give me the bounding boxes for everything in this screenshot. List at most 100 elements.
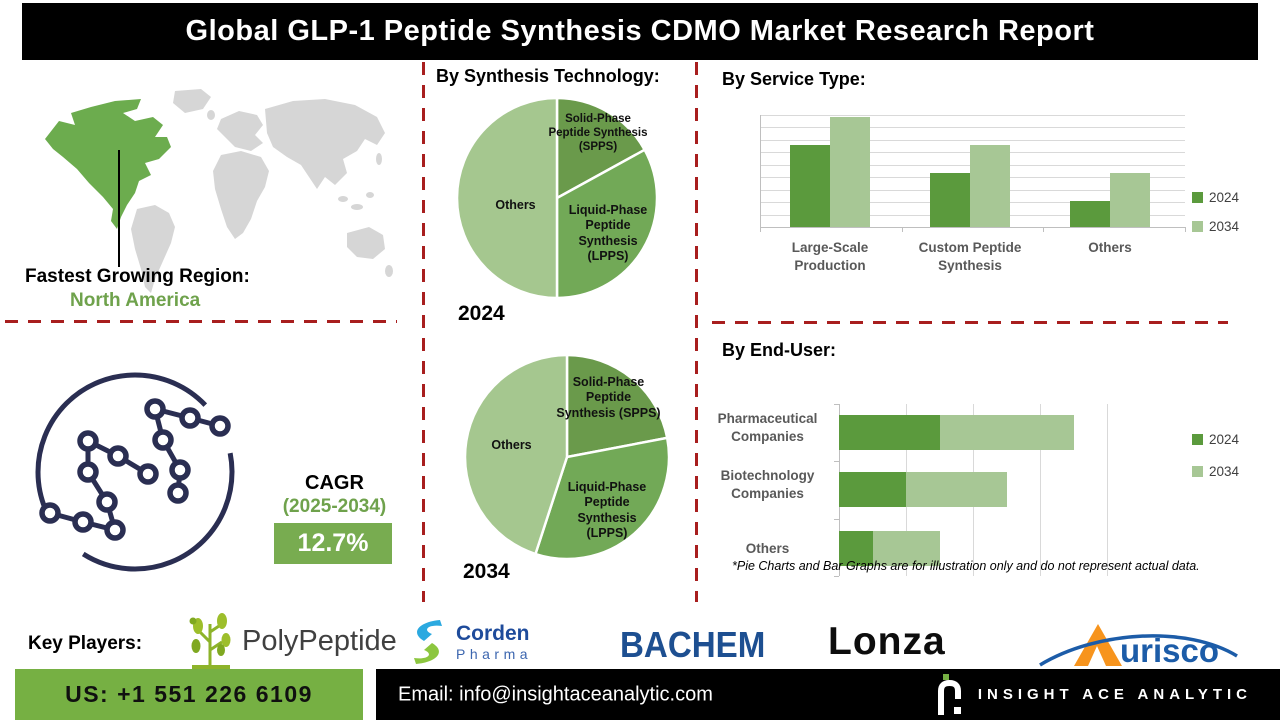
pie-slice [455,96,559,300]
insight-ace-analytic-icon [937,673,961,715]
bar-2034-1 [939,415,1074,450]
pie-slice [565,353,669,459]
axis-tick [834,404,839,405]
phone-number: US: +1 551 226 6109 [65,681,313,707]
aurisco-swoosh [1039,634,1238,667]
logo-corden-pharma: Corden Pharma [406,617,532,667]
service-legend-2034: 2034 [1192,219,1239,234]
pie-slice [555,96,646,200]
page-title: Global GLP-1 Peptide Synthesis CDMO Mark… [185,15,1095,47]
axis-tick [834,461,839,463]
map-greenland [173,89,211,113]
divider-horizontal-right [712,321,1228,324]
pie-2024-year: 2024 [458,302,505,325]
pie-2024-label-others: Others [495,198,536,212]
cagr-value-box: 12.7% [274,523,392,564]
legend-swatch-2024 [1192,192,1203,203]
footer-phone-block: US: +1 551 226 6109 [15,669,363,720]
divider-vertical-left [422,62,425,602]
logo-bachem: BACHEM [620,624,766,665]
service-category-large-scale: Large-Scale Production [791,240,869,274]
axis-tick [834,576,839,577]
legend-label-2034: 2034 [1209,219,1240,234]
bar-2034-2 [970,144,1010,227]
legend-swatch-2034 [1192,466,1203,477]
map-australia [347,227,385,259]
end-user-category-pharma: Pharmaceutical Companies [717,411,818,445]
divider-horizontal-left [5,320,397,323]
pie-slice [555,148,659,300]
pie-2034-year: 2034 [463,560,510,583]
brand-name: INSIGHT ACE ANALYTIC [977,686,1252,703]
logo-lonza: Lonza [828,620,946,663]
pie-slice [463,353,569,556]
bar-2024-3 [839,531,873,566]
y-axis [760,115,761,232]
legend-label-2024: 2024 [1209,432,1240,447]
gridline [760,115,1185,116]
section-title-end-user: By End-User: [722,340,837,360]
gridline [760,139,1185,141]
bar-2034-3 [1110,173,1150,227]
pie-chart-2034 [463,353,671,561]
key-players-label: Key Players: [28,633,143,654]
axis-tick [901,227,903,232]
brand-lockup: INSIGHT ACE ANALYTIC [937,673,1252,716]
pie-slice [534,436,671,561]
axis-tick [1185,227,1186,232]
legend-swatch-2024 [1192,434,1203,445]
legend-label-2034: 2034 [1209,464,1240,479]
logo-aurisco: urisco [1036,620,1241,675]
divider-vertical-right [695,62,698,602]
cagr-label: CAGR [305,472,364,494]
pharma-wordmark: Pharma [456,646,533,662]
map-callout-line [118,150,120,267]
service-category-custom-peptide: Custom Peptide Synthesis [918,240,1022,274]
bar-2034-2 [906,472,1007,507]
map-north-america-highlight [45,99,171,229]
gridline [1107,404,1108,576]
cagr-period: (2025-2034) [282,496,387,517]
bar-2034-3 [872,531,940,566]
aurisco-a-triangle [1074,624,1122,666]
x-axis [760,227,1185,228]
end-user-bar-chart [834,404,1108,577]
axis-tick [1043,227,1045,232]
email-address: Email: info@insightaceanalytic.com [398,683,713,705]
gridline [1040,404,1041,576]
map-asia [265,99,385,189]
aurisco-logo-graphic: urisco [1039,624,1238,669]
map-africa [213,151,269,239]
world-map [45,89,393,293]
illustration-footnote: *Pie Charts and Bar Graphs are for illus… [732,559,1200,573]
corden-wordmark: Corden [456,622,530,645]
bar-2024-1 [839,415,940,450]
corden-pharma-icon [414,620,442,664]
pie-2034-label-spps: Solid-Phase Peptide Synthesis (SPPS) [556,375,661,420]
fastest-growing-region-value: North America [70,290,201,311]
bar-2024-3 [1070,200,1110,227]
map-south-america [131,205,175,293]
map-europe [217,111,263,151]
bar-2024-2 [839,472,906,507]
peptide-molecule-icon [35,372,235,572]
legend-label-2024: 2024 [1209,190,1240,205]
pie-2024-label-lpps: Liquid-Phase Peptide Synthesis (LPPS) [568,203,648,263]
polypeptide-icon [189,613,231,669]
footer-contact-bar: Email: info@insightaceanalytic.com INSIG… [376,669,1280,720]
polypeptide-wordmark: PolyPeptide [242,624,397,657]
title-bar: Global GLP-1 Peptide Synthesis CDMO Mark… [22,3,1258,60]
pie-chart-2024 [455,96,659,300]
service-category-others: Others [1088,240,1132,255]
bar-2034-1 [830,117,870,227]
legend-swatch-2034 [1192,221,1203,232]
axis-tick [834,518,839,520]
pie-2034-label-lpps: Liquid-Phase Peptide Synthesis (LPPS) [567,480,647,540]
section-title-service-type: By Service Type: [722,69,866,89]
end-user-category-biotech: Biotechnology Companies [720,468,815,502]
service-type-bar-chart [760,115,1186,232]
fastest-growing-region-label: Fastest Growing Region: [25,266,250,287]
section-title-synthesis-technology: By Synthesis Technology: [436,66,660,86]
end-user-category-others: Others [745,541,790,556]
